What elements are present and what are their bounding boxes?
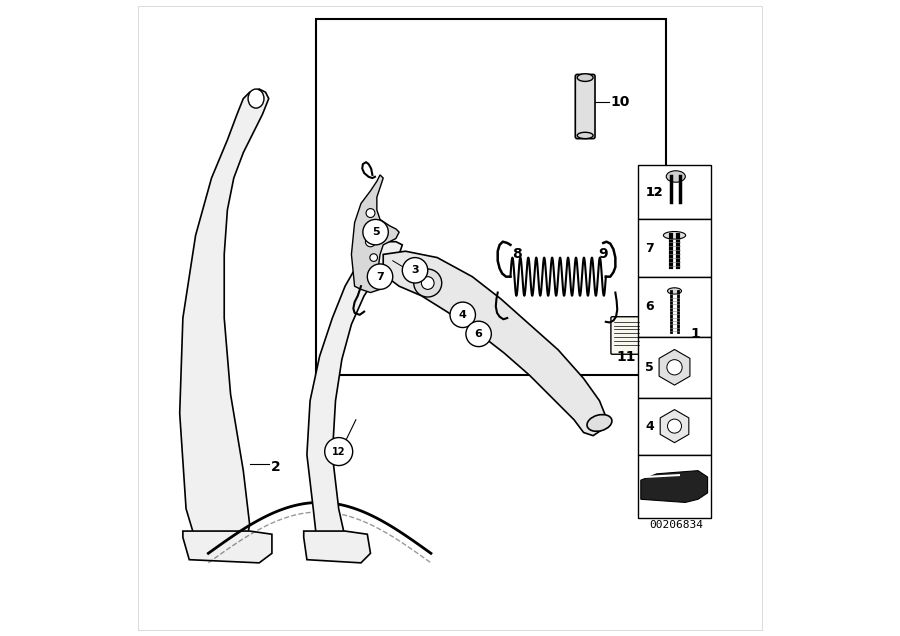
Circle shape [365, 237, 375, 247]
Text: 7: 7 [376, 272, 384, 282]
Bar [637, 165, 711, 219]
Polygon shape [183, 531, 272, 563]
Bar [637, 277, 711, 337]
Circle shape [421, 277, 434, 289]
Circle shape [370, 254, 377, 261]
Circle shape [414, 269, 442, 297]
Text: 9: 9 [598, 247, 608, 261]
FancyBboxPatch shape [611, 317, 642, 354]
Bar [637, 219, 711, 277]
Text: 5: 5 [372, 227, 380, 237]
Text: 5: 5 [645, 361, 654, 374]
Text: 8: 8 [512, 247, 522, 261]
PathPatch shape [180, 89, 269, 541]
Polygon shape [641, 471, 707, 502]
Text: 2: 2 [271, 460, 281, 474]
Circle shape [363, 219, 388, 245]
Text: 1: 1 [690, 327, 700, 341]
Text: 4: 4 [459, 310, 467, 320]
Text: 6: 6 [474, 329, 482, 339]
Circle shape [450, 302, 475, 328]
Text: 12: 12 [645, 186, 662, 199]
Ellipse shape [668, 287, 681, 294]
Circle shape [667, 360, 682, 375]
Text: 12: 12 [332, 446, 346, 457]
Ellipse shape [663, 232, 686, 239]
Bar [637, 455, 711, 518]
Circle shape [402, 258, 428, 283]
Text: 6: 6 [645, 300, 654, 314]
PathPatch shape [383, 251, 606, 436]
Circle shape [366, 209, 375, 218]
PathPatch shape [351, 175, 399, 293]
Ellipse shape [577, 74, 593, 81]
Text: 4: 4 [645, 420, 654, 432]
FancyBboxPatch shape [575, 74, 595, 139]
Ellipse shape [248, 89, 264, 108]
Bar [317, 19, 666, 375]
Text: 3: 3 [411, 265, 418, 275]
Circle shape [668, 419, 681, 433]
Text: 7: 7 [645, 242, 654, 254]
Ellipse shape [577, 132, 593, 139]
Ellipse shape [587, 415, 612, 431]
Circle shape [466, 321, 491, 347]
Bar [637, 398, 711, 455]
Text: 11: 11 [616, 350, 636, 364]
PathPatch shape [307, 242, 402, 537]
Text: 10: 10 [611, 95, 630, 109]
Circle shape [325, 438, 353, 466]
Circle shape [367, 264, 392, 289]
Polygon shape [303, 531, 371, 563]
Text: 12: 12 [645, 186, 662, 199]
Ellipse shape [666, 170, 685, 182]
Text: 00206834: 00206834 [649, 520, 703, 530]
Bar [637, 337, 711, 398]
